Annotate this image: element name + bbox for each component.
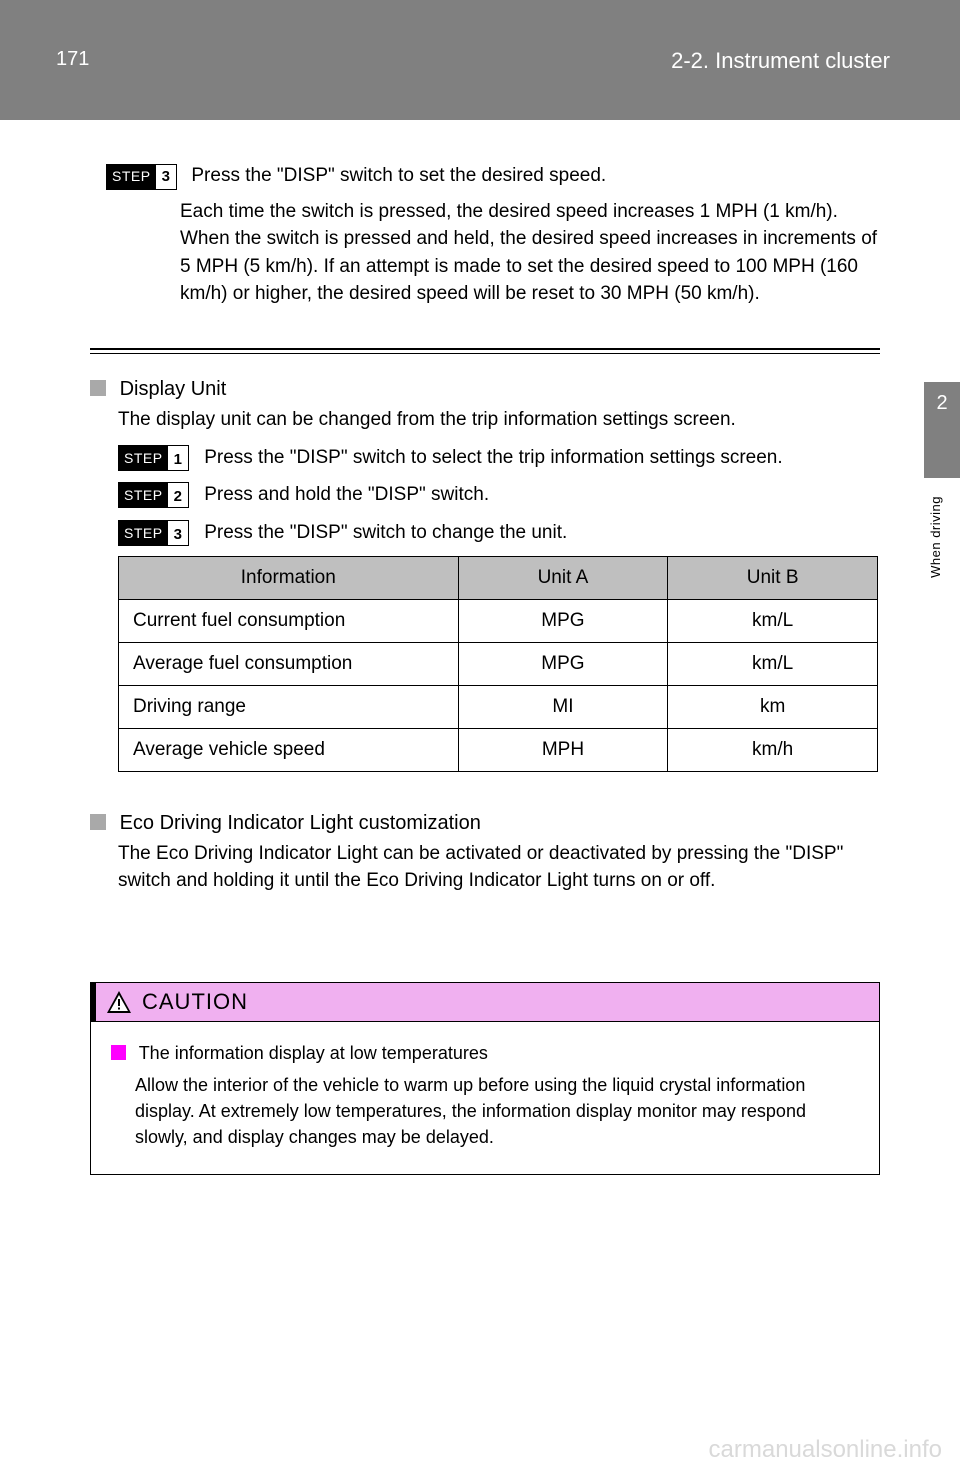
- step-label: STEP: [119, 483, 168, 507]
- caution-title: CAUTION: [142, 989, 248, 1015]
- side-chapter-num: 2: [936, 392, 947, 414]
- eco-heading-row: Eco Driving Indicator Light customizatio…: [90, 812, 880, 835]
- unit-heading: Display Unit: [120, 378, 227, 400]
- step-number: 2: [168, 483, 188, 507]
- table-row: Current fuel consumption MPG km/L: [119, 600, 878, 643]
- warning-triangle-icon: [106, 990, 132, 1014]
- watermark: carmanualsonline.info: [709, 1436, 942, 1464]
- unit-steps: STEP 1 Press the "DISP" switch to select…: [90, 444, 880, 547]
- cell: MPG: [458, 643, 668, 686]
- eco-heading: Eco Driving Indicator Light customizatio…: [120, 812, 481, 834]
- unit-step-2: STEP 2 Press and hold the "DISP" switch.: [118, 481, 880, 509]
- step-number: 3: [156, 165, 176, 189]
- page: 171 2-2. Instrument cluster 2 When drivi…: [0, 0, 960, 1484]
- page-number: 171: [56, 48, 89, 71]
- caution-bar: CAUTION: [90, 982, 880, 1022]
- caution-sub-heading: The information display at low temperatu…: [139, 1043, 488, 1063]
- divider: [90, 348, 880, 354]
- units-table: Information Unit A Unit B Current fuel c…: [118, 556, 878, 772]
- intro-step-line1: Press the "DISP" switch to set the desir…: [191, 165, 606, 186]
- magenta-square-bullet-icon: [111, 1045, 126, 1060]
- step-badge-3b: STEP 3: [118, 520, 189, 546]
- table-row: Average fuel consumption MPG km/L: [119, 643, 878, 686]
- caution-sub-heading-row: The information display at low temperatu…: [111, 1040, 859, 1066]
- unit-step-3-text: Press the "DISP" switch to change the un…: [204, 522, 567, 543]
- step-badge-1: STEP 1: [118, 445, 189, 471]
- square-bullet-icon: [90, 814, 106, 830]
- unit-intro: The display unit can be changed from the…: [90, 407, 880, 434]
- cell: km: [668, 686, 878, 729]
- table-row: Driving range MI km: [119, 686, 878, 729]
- step-badge-2: STEP 2: [118, 482, 189, 508]
- header-band: 171 2-2. Instrument cluster: [0, 0, 960, 120]
- cell: Average vehicle speed: [119, 729, 459, 772]
- cell: Current fuel consumption: [119, 600, 459, 643]
- eco-body: The Eco Driving Indicator Light can be a…: [90, 841, 880, 894]
- unit-step-3: STEP 3 Press the "DISP" switch to change…: [118, 519, 880, 547]
- unit-heading-row: Display Unit: [90, 378, 880, 401]
- cell: Driving range: [119, 686, 459, 729]
- side-chapter-label: When driving: [928, 496, 952, 578]
- cell: Average fuel consumption: [119, 643, 459, 686]
- cell: MI: [458, 686, 668, 729]
- step-label: STEP: [119, 446, 168, 470]
- caution-box: CAUTION The information display at low t…: [90, 982, 880, 1175]
- table-row: Average vehicle speed MPH km/h: [119, 729, 878, 772]
- intro-step-para: Each time the switch is pressed, the des…: [90, 198, 880, 308]
- intro-step-row: STEP 3 Press the "DISP" switch to set th…: [90, 162, 880, 190]
- col-header-unit-b: Unit B: [668, 557, 878, 600]
- unit-step-1-text: Press the "DISP" switch to select the tr…: [204, 447, 782, 468]
- cell: km/h: [668, 729, 878, 772]
- unit-step-2-text: Press and hold the "DISP" switch.: [204, 484, 489, 505]
- cell: MPG: [458, 600, 668, 643]
- caution-body: The information display at low temperatu…: [90, 1022, 880, 1175]
- unit-step-1: STEP 1 Press the "DISP" switch to select…: [118, 444, 880, 472]
- caution-text: Allow the interior of the vehicle to war…: [111, 1072, 859, 1150]
- square-bullet-icon: [90, 380, 106, 396]
- content: STEP 3 Press the "DISP" switch to set th…: [90, 144, 880, 895]
- cell: km/L: [668, 643, 878, 686]
- step-number: 3: [168, 521, 188, 545]
- step-number: 1: [168, 446, 188, 470]
- cell: km/L: [668, 600, 878, 643]
- col-header-unit-a: Unit A: [458, 557, 668, 600]
- section-label: 2-2. Instrument cluster: [671, 48, 890, 74]
- cell: MPH: [458, 729, 668, 772]
- step-label: STEP: [119, 521, 168, 545]
- step-badge-3: STEP 3: [106, 164, 177, 190]
- col-header-info: Information: [119, 557, 459, 600]
- side-chapter-tab: 2: [924, 382, 960, 478]
- step-label: STEP: [107, 165, 156, 189]
- table-header-row: Information Unit A Unit B: [119, 557, 878, 600]
